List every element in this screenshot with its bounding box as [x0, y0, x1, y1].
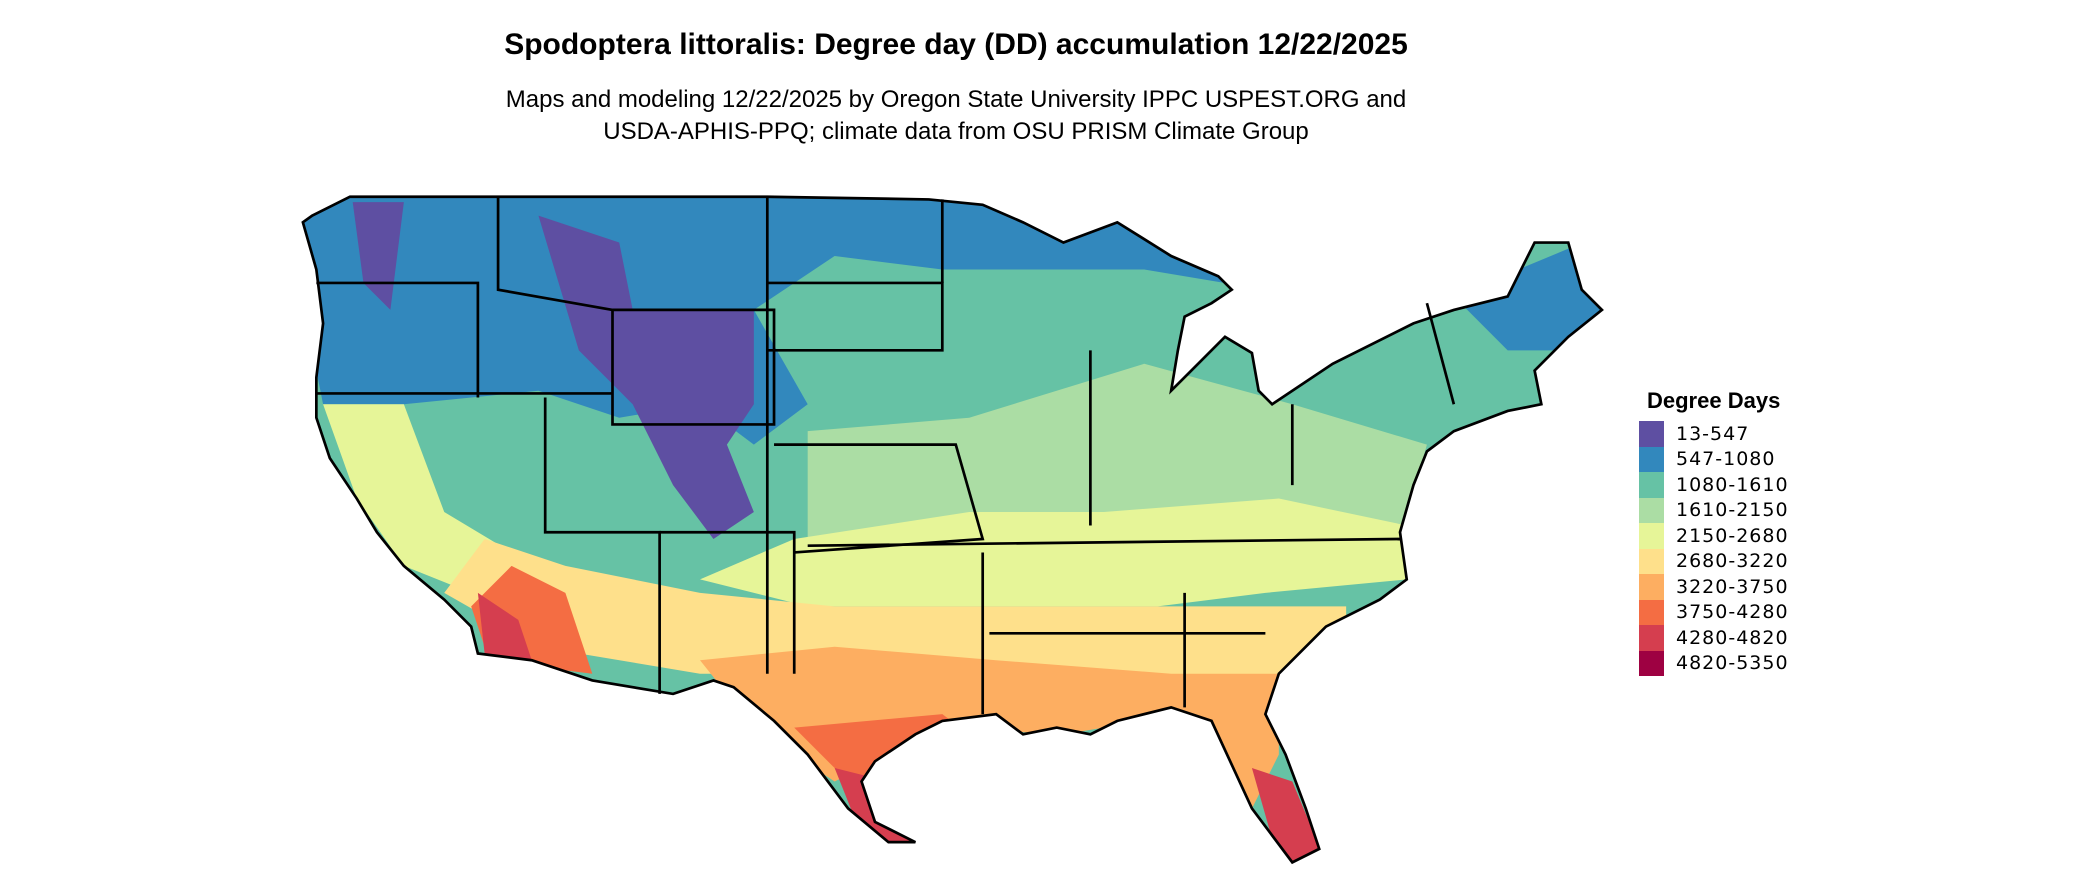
legend-swatch: [1639, 650, 1664, 676]
legend-label: 2150-2680: [1676, 524, 1789, 547]
legend-item: 3750-4280: [1639, 599, 1789, 625]
legend-item: 1080-1610: [1639, 472, 1789, 498]
legend-label: 3750-4280: [1676, 601, 1789, 624]
zone-2680-3220: [444, 538, 1347, 708]
legend-item: 3220-3750: [1639, 574, 1789, 600]
zone-13-547: [538, 215, 754, 539]
legend-swatch: [1639, 599, 1664, 625]
legend-swatch: [1639, 625, 1664, 651]
map-subtitle-line1: Maps and modeling 12/22/2025 by Oregon S…: [505, 86, 1407, 113]
legend-label: 3220-3750: [1676, 575, 1789, 598]
legend-label: 547-1080: [1676, 448, 1776, 471]
map-title: Spodoptera littoralis: Degree day (DD) a…: [504, 28, 1408, 61]
legend-swatch: [1639, 446, 1664, 472]
zone-3750-4280-tx: [794, 714, 970, 789]
legend-swatch: [1639, 574, 1664, 600]
map-subtitle-line2: USDA-APHIS-PPQ; climate data from OSU PR…: [603, 118, 1309, 145]
legend-label: 4820-5350: [1676, 652, 1789, 675]
legend-label: 1610-2150: [1676, 499, 1789, 522]
zone-2150-2680: [700, 498, 1407, 607]
legend-label: 4280-4820: [1676, 626, 1789, 649]
legend-item: 4280-4820: [1639, 625, 1789, 651]
legend-label: 13-547: [1676, 422, 1750, 445]
zone-1610-2150: [807, 363, 1427, 539]
zone-2150-2680-ca: [323, 404, 512, 593]
legend-swatch: [1639, 421, 1664, 447]
legend-swatch: [1639, 472, 1664, 498]
legend-item: 2680-3220: [1639, 548, 1789, 574]
zone-4280-4820-az: [477, 592, 532, 661]
legend-item: 13-547: [1639, 421, 1789, 447]
legend-item: 1610-2150: [1639, 497, 1789, 523]
legend-label: 2680-3220: [1676, 550, 1789, 573]
legend-label: 1080-1610: [1676, 473, 1789, 496]
legend-swatch: [1639, 523, 1664, 549]
state-borders: [301, 195, 1604, 864]
legend-item: 4820-5350: [1639, 650, 1789, 676]
legend: Degree Days 13-547 547-1080 1080-1610 1610-…: [1639, 388, 1789, 676]
legend-swatch: [1639, 548, 1664, 574]
legend-swatch: [1639, 497, 1664, 523]
legend-title: Degree Days: [1647, 388, 1781, 413]
legend-item: 547-1080: [1639, 446, 1789, 472]
zone-547-1080-ne: [942, 196, 1239, 283]
legend-item: 2150-2680: [1639, 523, 1789, 549]
zone-4280-4820-fl: [1251, 768, 1326, 863]
